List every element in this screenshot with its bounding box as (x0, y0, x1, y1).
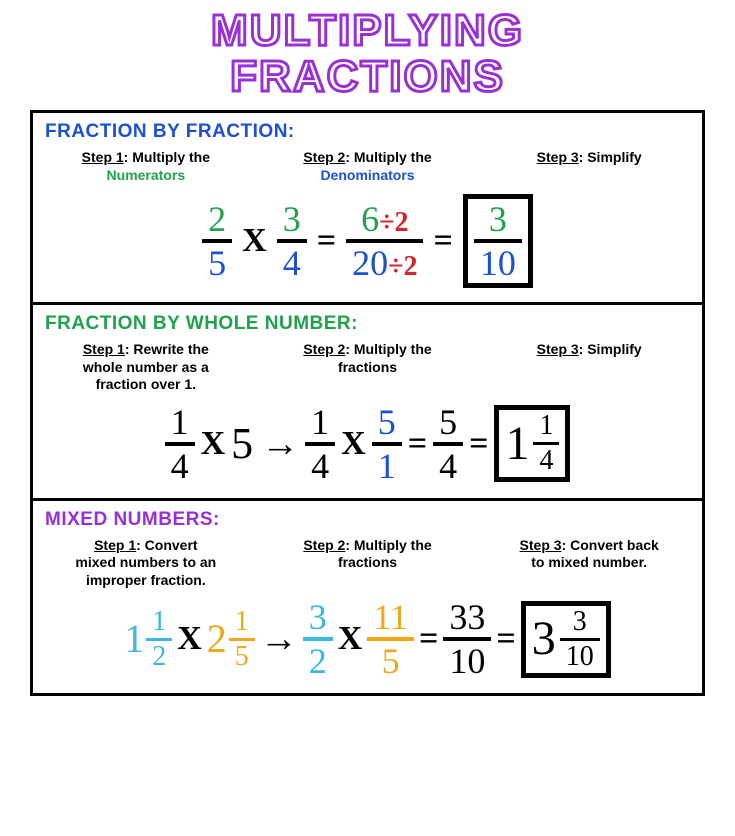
fraction: 33 10 (443, 599, 491, 679)
answer-box: 1 1 4 (494, 405, 570, 482)
multiply-op: X (199, 425, 228, 463)
fraction: 2 5 (202, 201, 232, 281)
equals-op: = (315, 222, 338, 260)
section-fraction-by-whole: FRACTION BY WHOLE NUMBER: Step 1: Rewrit… (33, 305, 702, 501)
fraction: 3 2 (303, 599, 333, 679)
fraction: 3 4 (277, 201, 307, 281)
title-line-2: FRACTIONS (230, 54, 505, 100)
step-2: Step 2: Multiply the Denominators (267, 149, 469, 184)
section-heading: MIXED NUMBERS: (45, 509, 690, 531)
step-1: Step 1: Rewrite the whole number as a fr… (45, 341, 247, 394)
answer-box: 3 10 (463, 194, 533, 288)
whole-number: 5 (231, 422, 255, 466)
steps-row: Step 1: Rewrite the whole number as a fr… (45, 341, 690, 394)
steps-row: Step 1: Convert mixed numbers to an impr… (45, 537, 690, 590)
equation-2: 1 4 X 5 → 1 4 X 5 1 = 5 4 (45, 404, 690, 484)
equals-op: = (431, 222, 454, 260)
multiply-op: X (339, 425, 368, 463)
section-fraction-by-fraction: FRACTION BY FRACTION: Step 1: Multiply t… (33, 113, 702, 305)
fraction: 1 4 (533, 412, 559, 475)
content-panel: FRACTION BY FRACTION: Step 1: Multiply t… (30, 110, 705, 696)
multiply-op: X (240, 222, 269, 260)
fraction: 6÷2 20÷2 (346, 201, 423, 281)
fraction: 1 4 (165, 404, 195, 484)
multiply-op: X (175, 620, 204, 658)
equals-op: = (417, 620, 440, 658)
step-2: Step 2: Multiply the fractions (267, 341, 469, 394)
step-3: Step 3: Convert back to mixed number. (488, 537, 690, 590)
section-mixed-numbers: MIXED NUMBERS: Step 1: Convert mixed num… (33, 501, 702, 694)
fraction: 3 10 (474, 201, 522, 281)
equals-op: = (467, 425, 490, 463)
equals-op: = (494, 620, 517, 658)
multiply-op: X (336, 620, 365, 658)
step-1: Step 1: Convert mixed numbers to an impr… (45, 537, 247, 590)
answer-box: 3 3 10 (521, 601, 611, 678)
fraction: 1 4 (305, 404, 335, 484)
equation-3: 1 1 2 X 2 1 5 → 3 2 (45, 599, 690, 679)
arrow-icon: → (259, 422, 301, 466)
step-2: Step 2: Multiply the fractions (267, 537, 469, 590)
step-1: Step 1: Multiply the Numerators (45, 149, 247, 184)
fraction: 5 4 (433, 404, 463, 484)
title-line-1: MULTIPLYING (211, 8, 524, 54)
section-heading: FRACTION BY WHOLE NUMBER: (45, 313, 690, 335)
steps-row: Step 1: Multiply the Numerators Step 2: … (45, 149, 690, 184)
section-heading: FRACTION BY FRACTION: (45, 121, 690, 143)
fraction: 5 1 (372, 404, 402, 484)
arrow-icon: → (258, 617, 300, 661)
mixed-number: 2 1 5 (207, 608, 255, 671)
fraction: 3 10 (560, 608, 600, 671)
fraction: 11 5 (367, 599, 414, 679)
equation-1: 2 5 X 3 4 = 6÷2 20÷2 = 3 10 (45, 194, 690, 288)
page-title: MULTIPLYING FRACTIONS (30, 8, 705, 100)
step-3: Step 3: Simplify (488, 341, 690, 394)
equals-op: = (406, 425, 429, 463)
mixed-number: 1 1 2 (124, 608, 172, 671)
step-3: Step 3: Simplify (488, 149, 690, 184)
